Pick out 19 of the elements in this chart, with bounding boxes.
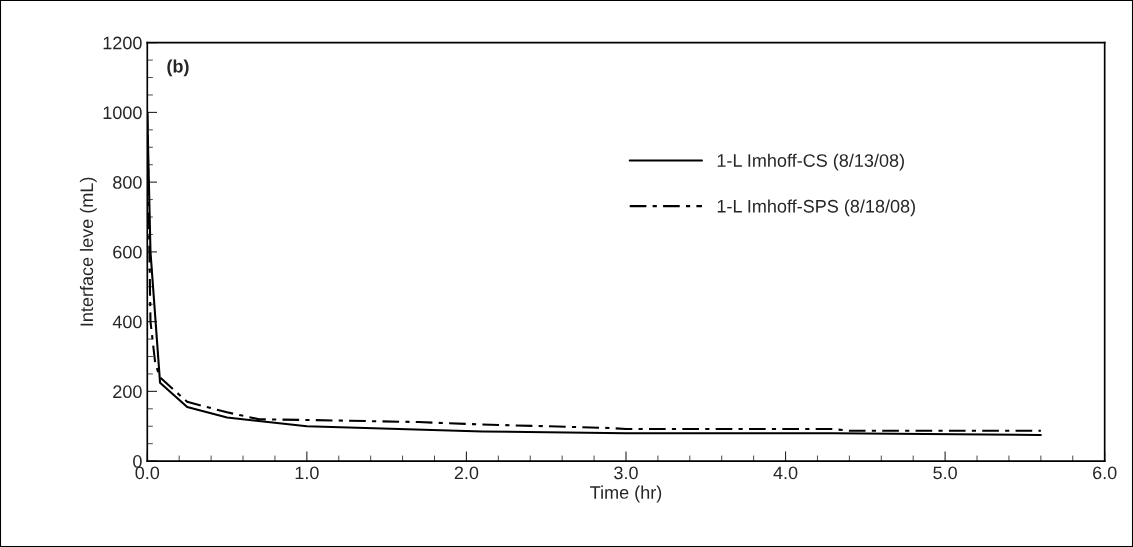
x-axis-title: Time (hr)	[590, 485, 662, 503]
y-tick-label: 1200	[103, 36, 142, 50]
x-tick-label: 4.0	[773, 466, 798, 480]
y-tick-label: 1000	[103, 106, 142, 120]
x-tick-label: 2.0	[454, 466, 479, 480]
y-tick-label: 400	[112, 315, 142, 329]
legend-label: 1-L Imhoff-SPS (8/18/08)	[717, 199, 915, 217]
x-tick-label: 5.0	[933, 466, 957, 480]
y-tick-label: 0	[133, 455, 142, 468]
y-axis-title: Interface leve (mL)	[79, 177, 97, 326]
annotation: (b)	[167, 59, 189, 77]
x-tick-label: 0.0	[135, 466, 160, 480]
y-tick-label: 200	[113, 385, 142, 399]
x-tick-label: 3.0	[614, 466, 638, 480]
x-tick-label: 1.0	[295, 466, 319, 480]
legend-label: 1-L Imhoff-CS (8/13/08)	[717, 153, 904, 171]
y-tick-label: 800	[113, 176, 142, 189]
x-tick-label: 6.0	[1093, 466, 1117, 480]
y-tick-label: 600	[113, 245, 142, 259]
